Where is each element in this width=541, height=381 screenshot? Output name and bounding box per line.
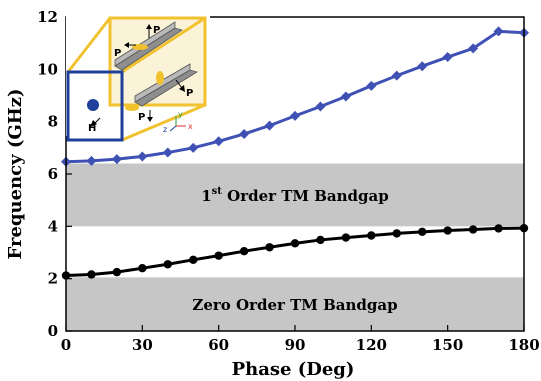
axis-ticks: 0 30 60 90 120 150 180 0 2 4 6 8 10 12 [37, 8, 540, 354]
inset-label-p: P [153, 25, 160, 36]
data-point [494, 224, 503, 233]
y-tick-label: 0 [48, 322, 58, 340]
data-point [112, 267, 122, 277]
data-point [137, 151, 148, 162]
data-point [468, 225, 478, 234]
bandgap-label: 1st Order TM Bandgap [201, 186, 389, 205]
x-axis-title: Phase (Deg) [232, 359, 355, 380]
inset-box-front [66, 70, 124, 142]
bandgap-region [66, 277, 524, 331]
inset-axis-x: x [188, 122, 193, 131]
x-tick-label: 180 [508, 336, 539, 354]
x-tick-label: 30 [132, 336, 153, 354]
inset-axes-triad: y x z [163, 110, 193, 134]
data-point [264, 120, 275, 131]
data-point [290, 239, 300, 248]
inset-port [87, 99, 99, 111]
inset-arrows [90, 24, 185, 127]
data-point [315, 101, 326, 112]
data-point [86, 155, 97, 166]
data-point [443, 226, 452, 235]
inset-pad [125, 105, 139, 111]
x-tick-label: 60 [208, 336, 229, 354]
data-point [162, 147, 173, 158]
x-tick-label: 150 [432, 336, 463, 354]
data-point [189, 255, 198, 265]
inset-box-edge [121, 16, 206, 74]
data-point [290, 110, 300, 121]
data-point [138, 264, 147, 273]
data-point [442, 52, 453, 63]
data-point [418, 227, 427, 237]
inset-strip-upper-top [114, 21, 176, 67]
data-point [213, 136, 224, 147]
data-point [163, 260, 172, 269]
structure-inset: P P P P H y x z [66, 6, 210, 142]
inset-box-edge [121, 103, 206, 142]
data-point [367, 231, 376, 240]
x-tick-label: 120 [356, 336, 387, 354]
inset-box-edge [66, 17, 112, 73]
data-point [111, 154, 122, 165]
y-tick-label: 10 [37, 60, 58, 78]
inset-label-p: P [114, 48, 121, 59]
bandgap-regions: 1st Order TM Bandgap Zero Order TM Bandga… [66, 163, 524, 331]
data-point [366, 80, 377, 91]
data-point [87, 270, 96, 279]
inset-pad [156, 71, 164, 85]
y-tick-label: 6 [48, 165, 58, 183]
y-tick-label: 2 [48, 270, 58, 288]
data-point [391, 70, 402, 81]
data-point [239, 246, 249, 256]
inset-label-p: P [138, 112, 145, 123]
data-point [239, 128, 250, 139]
x-tick-label: 90 [285, 336, 306, 354]
y-tick-label: 12 [37, 8, 58, 26]
x-tick-label: 0 [61, 336, 71, 354]
data-point [392, 229, 401, 238]
inset-axis-z: z [163, 125, 167, 134]
data-point [493, 26, 504, 37]
bandgap-region [66, 163, 524, 227]
y-axis-title: Frequency (GHz) [5, 89, 26, 260]
y-tick-label: 4 [48, 217, 58, 235]
data-point [468, 43, 479, 54]
inset-axis-y: y [178, 110, 183, 119]
data-point [188, 142, 199, 153]
data-point [265, 243, 274, 252]
inset-label-h: H [88, 123, 96, 134]
data-point [340, 91, 351, 102]
bandgap-label: Zero Order TM Bandgap [192, 296, 397, 314]
series-line [65, 226, 525, 278]
data-point [316, 235, 325, 245]
y-tick-label: 8 [48, 113, 58, 131]
data-point [214, 251, 223, 260]
inset-label-p: P [186, 88, 193, 99]
data-point [341, 233, 351, 242]
data-point [417, 61, 428, 72]
